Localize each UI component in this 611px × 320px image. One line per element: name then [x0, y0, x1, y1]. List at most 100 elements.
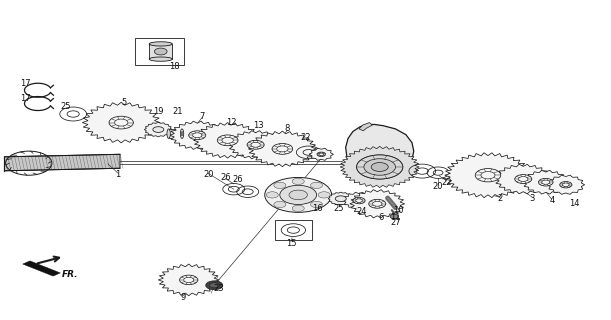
Polygon shape: [346, 124, 414, 183]
Circle shape: [218, 135, 238, 146]
Text: 9: 9: [180, 292, 185, 301]
Circle shape: [364, 159, 395, 175]
Text: FR.: FR.: [62, 270, 79, 279]
Circle shape: [114, 119, 128, 126]
Text: 23: 23: [214, 284, 224, 293]
Circle shape: [153, 127, 164, 132]
Text: 14: 14: [569, 199, 580, 208]
FancyBboxPatch shape: [149, 44, 172, 59]
FancyBboxPatch shape: [169, 129, 182, 139]
Text: 17: 17: [20, 79, 31, 88]
Circle shape: [310, 182, 323, 188]
Text: 7: 7: [199, 112, 205, 121]
Polygon shape: [158, 264, 219, 296]
Polygon shape: [340, 146, 419, 188]
Ellipse shape: [149, 42, 172, 46]
Circle shape: [563, 183, 569, 187]
Circle shape: [266, 192, 278, 198]
Text: 11: 11: [390, 213, 401, 222]
Circle shape: [481, 172, 495, 179]
Polygon shape: [170, 121, 225, 149]
Circle shape: [475, 169, 501, 182]
Ellipse shape: [167, 129, 170, 139]
Circle shape: [292, 178, 304, 185]
Polygon shape: [82, 102, 160, 143]
Circle shape: [189, 131, 206, 140]
Circle shape: [357, 155, 403, 179]
Polygon shape: [445, 153, 531, 198]
Polygon shape: [522, 170, 569, 194]
Circle shape: [356, 199, 362, 202]
Circle shape: [367, 160, 392, 174]
Polygon shape: [248, 131, 316, 167]
Text: 24: 24: [356, 207, 367, 216]
Text: 1: 1: [115, 170, 121, 179]
Circle shape: [292, 205, 304, 212]
Text: 26: 26: [220, 173, 230, 182]
Circle shape: [335, 196, 346, 202]
Circle shape: [192, 133, 202, 138]
Text: 8: 8: [285, 124, 290, 133]
Text: 5: 5: [122, 99, 127, 108]
Text: 12: 12: [226, 118, 236, 127]
Polygon shape: [229, 131, 283, 159]
Polygon shape: [309, 148, 334, 160]
Circle shape: [310, 201, 323, 208]
Text: 21: 21: [172, 107, 183, 116]
Circle shape: [277, 146, 288, 152]
Circle shape: [317, 152, 326, 156]
Circle shape: [265, 178, 332, 212]
Ellipse shape: [149, 57, 172, 61]
Polygon shape: [194, 123, 262, 158]
Circle shape: [371, 163, 388, 172]
Text: 16: 16: [312, 204, 323, 213]
Text: 4: 4: [549, 196, 554, 205]
Circle shape: [272, 143, 293, 154]
Polygon shape: [144, 122, 172, 137]
Circle shape: [247, 140, 264, 149]
Text: 27: 27: [390, 218, 401, 227]
Circle shape: [519, 177, 528, 181]
Text: 2: 2: [497, 194, 503, 203]
Circle shape: [184, 277, 194, 283]
Ellipse shape: [180, 129, 184, 139]
Circle shape: [289, 190, 307, 200]
Circle shape: [369, 199, 386, 208]
Circle shape: [274, 182, 286, 188]
Text: 22: 22: [300, 133, 311, 142]
Text: 19: 19: [153, 107, 164, 116]
Text: 17: 17: [20, 94, 31, 103]
Circle shape: [222, 137, 233, 143]
Ellipse shape: [155, 48, 167, 55]
Circle shape: [538, 178, 553, 186]
Circle shape: [357, 155, 403, 179]
Polygon shape: [350, 190, 404, 218]
Ellipse shape: [181, 132, 183, 136]
Polygon shape: [328, 192, 353, 205]
Circle shape: [373, 201, 382, 206]
Circle shape: [251, 142, 260, 147]
Text: 20: 20: [433, 181, 444, 190]
Polygon shape: [359, 123, 372, 131]
Text: 25: 25: [60, 102, 71, 111]
Polygon shape: [495, 164, 552, 194]
Circle shape: [560, 181, 572, 188]
Text: 15: 15: [286, 239, 296, 248]
Circle shape: [318, 192, 330, 198]
Circle shape: [210, 283, 219, 288]
Circle shape: [353, 197, 365, 204]
Circle shape: [319, 153, 324, 156]
Text: 6: 6: [379, 213, 384, 222]
Circle shape: [274, 201, 286, 208]
Text: 13: 13: [253, 121, 263, 130]
Text: 25: 25: [334, 204, 344, 213]
Circle shape: [180, 275, 198, 285]
Circle shape: [206, 281, 223, 290]
Polygon shape: [23, 261, 60, 276]
Polygon shape: [343, 192, 375, 209]
Circle shape: [390, 214, 398, 219]
Text: 26: 26: [232, 175, 243, 184]
Text: 18: 18: [169, 62, 180, 71]
Circle shape: [514, 175, 532, 183]
Circle shape: [542, 180, 550, 184]
